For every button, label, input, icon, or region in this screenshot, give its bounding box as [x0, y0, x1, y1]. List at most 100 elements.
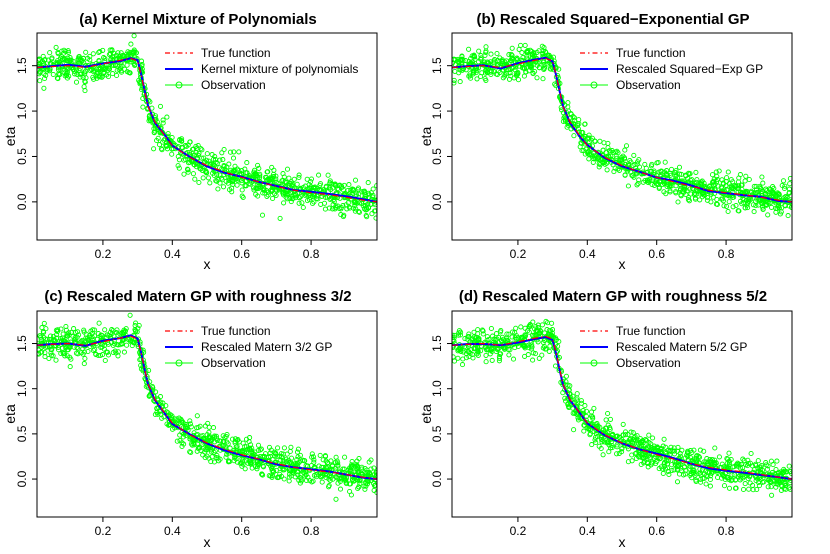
observation-point	[239, 167, 245, 174]
observation-point	[458, 57, 464, 63]
x-tick-label: 0.6	[233, 524, 250, 538]
observation-point	[259, 471, 265, 477]
observation-point	[476, 48, 482, 54]
observation-point	[56, 71, 62, 77]
observation-point	[293, 195, 299, 201]
observation-point	[138, 58, 145, 64]
observation-point	[150, 385, 156, 391]
observation-point	[508, 51, 514, 57]
observation-point	[623, 432, 629, 438]
observation-point	[77, 74, 83, 80]
observation-point	[68, 356, 74, 362]
observation-point	[179, 443, 185, 450]
observation-point	[479, 70, 485, 76]
observation-point	[309, 479, 315, 485]
observation-point	[474, 76, 480, 82]
legend-item: True function	[165, 46, 271, 60]
observation-point	[740, 464, 746, 471]
observation-point	[255, 461, 261, 467]
observation-point	[333, 474, 339, 480]
observation-point	[489, 357, 495, 363]
observation-point	[750, 487, 756, 493]
observation-point	[631, 174, 637, 180]
observation-point	[302, 193, 308, 199]
observation-point	[730, 184, 736, 190]
observation-point	[345, 467, 351, 473]
observation-point	[41, 320, 47, 326]
observation-point	[607, 425, 613, 431]
observation-point	[644, 177, 650, 183]
observation-point	[491, 68, 497, 74]
observation-point	[298, 472, 304, 478]
observation-point	[157, 394, 164, 400]
observation-point	[522, 325, 528, 331]
observation-point	[646, 432, 652, 438]
observation-point	[733, 477, 739, 483]
observation-point	[515, 56, 521, 62]
observation-point	[74, 71, 80, 77]
observation-point	[574, 402, 580, 408]
observation-point	[67, 364, 73, 370]
observation-point	[165, 416, 171, 422]
observation-point	[562, 395, 568, 401]
observation-point	[304, 198, 311, 204]
observation-point	[246, 172, 252, 178]
observation-point	[255, 442, 262, 448]
observation-point	[225, 441, 231, 447]
observation-point	[100, 352, 106, 358]
legend: True function Rescaled Matern 3/2 GP Obser…	[165, 324, 332, 370]
observation-point	[253, 191, 259, 197]
observation-point	[703, 481, 709, 487]
observation-point	[127, 70, 133, 76]
observation-point	[452, 56, 458, 63]
observation-point	[229, 185, 235, 191]
observation-point	[136, 322, 142, 329]
observation-point	[76, 67, 82, 73]
legend-label: True function	[201, 324, 271, 338]
observation-point	[515, 335, 521, 341]
observation-point	[678, 462, 684, 468]
y-tick-label: 1.0	[15, 380, 29, 397]
observation-point	[117, 65, 123, 72]
observation-point	[37, 350, 41, 356]
legend-item: True function	[165, 324, 271, 338]
observation-point	[41, 85, 47, 91]
observation-point	[226, 161, 232, 167]
observation-point	[164, 421, 170, 427]
observation-point	[582, 151, 588, 157]
observation-point	[287, 448, 293, 455]
observation-point	[169, 134, 175, 141]
observation-point	[284, 189, 291, 195]
observation-point	[204, 453, 210, 459]
observation-point	[284, 166, 291, 172]
observation-point	[514, 336, 520, 342]
observation-point	[211, 162, 218, 168]
x-tick-label: 0.8	[303, 524, 320, 538]
observation-point	[742, 205, 748, 211]
observation-point	[100, 65, 106, 71]
observation-point	[77, 60, 83, 66]
observation-point	[560, 390, 566, 396]
observation-point	[337, 486, 344, 492]
observation-point	[114, 341, 120, 348]
observation-point	[619, 449, 625, 455]
observation-point	[164, 114, 170, 120]
observation-point	[64, 344, 70, 350]
observation-point	[650, 435, 656, 441]
observation-point	[737, 172, 743, 178]
observation-point	[711, 178, 717, 184]
observation-point	[484, 347, 490, 353]
observation-point	[372, 482, 377, 488]
observation-point	[589, 442, 595, 448]
observation-point	[786, 463, 792, 469]
legend: True function Rescaled Matern 5/2 GP Obser…	[580, 324, 747, 370]
observation-point	[686, 198, 692, 204]
observation-point	[765, 484, 771, 490]
observation-point	[178, 138, 184, 144]
observation-point	[508, 73, 514, 79]
y-tick-label: 0.5	[430, 148, 444, 165]
observation-point	[196, 179, 202, 186]
observation-point	[295, 446, 301, 452]
legend-label: Observation	[201, 356, 266, 370]
observation-point	[648, 441, 654, 447]
